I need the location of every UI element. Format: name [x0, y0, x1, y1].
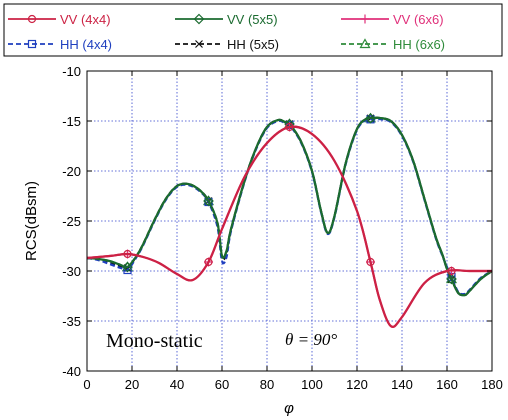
- y-tick-label: -35: [62, 314, 81, 329]
- y-tick-label: -40: [62, 364, 81, 379]
- series-marker-1: [203, 195, 214, 207]
- y-axis-title: RCS(dBsm): [23, 181, 40, 261]
- y-tick-label: -20: [62, 164, 81, 179]
- legend-label-0: VV (4x4): [60, 12, 111, 27]
- series-marker-0: [123, 249, 132, 259]
- x-axis-title: φ: [284, 400, 294, 417]
- x-tick-label: 160: [436, 377, 458, 392]
- legend-marker-3: [27, 39, 37, 49]
- x-tick-label: 120: [346, 377, 368, 392]
- series-line-0: [86, 125, 492, 328]
- axis-ticks: 0 20 40 60 80 100 120 140 160 180 -40 -35 -30 -25 -20 -…: [62, 64, 503, 392]
- y-tick-label: -30: [62, 264, 81, 279]
- legend-marker-5: [359, 38, 371, 49]
- legend-label-5: HH (6x6): [393, 37, 445, 52]
- annotation-mode: Mono-static: [106, 330, 203, 352]
- legend-label-3: HH (4x4): [60, 37, 112, 52]
- legend-label-4: HH (5x5): [227, 37, 279, 52]
- y-tick-label: -15: [62, 114, 81, 129]
- legend-label-2: VV (6x6): [393, 12, 444, 27]
- annotation-theta: θ = 90°: [285, 330, 337, 349]
- y-tick-label: -25: [62, 214, 81, 229]
- x-tick-label: 100: [301, 377, 323, 392]
- series-marker-1: [365, 112, 376, 124]
- legend-label-1: VV (5x5): [227, 12, 278, 27]
- series-marker-0: [447, 266, 456, 276]
- legend-marker-0: [27, 14, 37, 24]
- legend-marker-2: [360, 14, 370, 24]
- legend-marker-4: [195, 40, 203, 48]
- series-layer: [86, 112, 493, 328]
- x-tick-label: 80: [260, 377, 274, 392]
- x-tick-label: 140: [391, 377, 413, 392]
- series-marker-5: [202, 195, 215, 206]
- legend: VV (4x4) VV (5x5) VV (6x6) HH (4x4) HH (5x5)…: [3, 3, 503, 57]
- x-tick-label: 180: [481, 377, 503, 392]
- series-marker-0: [285, 122, 294, 132]
- legend-marker-1: [193, 13, 205, 25]
- x-tick-label: 60: [215, 377, 229, 392]
- legend-box: [3, 3, 503, 57]
- x-tick-label: 20: [125, 377, 139, 392]
- x-tick-label: 0: [83, 377, 90, 392]
- x-tick-label: 40: [170, 377, 184, 392]
- y-tick-label: -10: [62, 64, 81, 79]
- series-marker-5: [445, 273, 458, 284]
- series-line-1: [86, 116, 493, 297]
- series-marker-0: [366, 257, 375, 267]
- series-marker-1: [122, 261, 133, 273]
- series-marker-1: [446, 273, 457, 285]
- series-marker-0: [204, 257, 213, 267]
